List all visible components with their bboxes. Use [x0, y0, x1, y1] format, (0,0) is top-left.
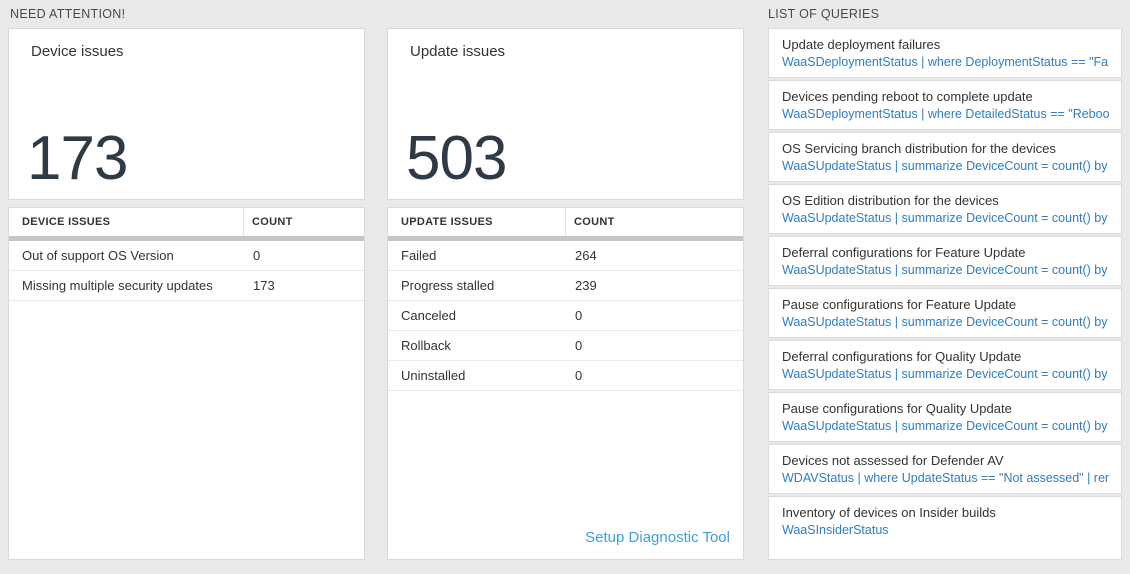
issue-label: Missing multiple security updates	[22, 278, 213, 293]
issue-count: 0	[253, 248, 261, 263]
issue-count: 0	[575, 338, 583, 353]
issue-label: Out of support OS Version	[22, 248, 174, 263]
update-issues-count: 503	[406, 124, 507, 194]
count-column-header: COUNT	[252, 216, 293, 228]
diagnostic-tool-link-row: Setup Diagnostic Tool	[585, 529, 730, 547]
issue-label: Uninstalled	[401, 368, 466, 383]
device-issues-table-header: DEVICE ISSUES COUNT	[9, 208, 364, 236]
update-issues-title: Update issues	[410, 43, 506, 60]
query-title: Devices pending reboot to complete updat…	[782, 89, 1033, 104]
query-title: OS Edition distribution for the devices	[782, 193, 999, 208]
query-list-item[interactable]: OS Servicing branch distribution for the…	[768, 132, 1122, 182]
query-title: Deferral configurations for Feature Upda…	[782, 245, 1026, 260]
query-text: WaaSUpdateStatus | summarize DeviceCount…	[782, 159, 1109, 173]
update-issues-tile[interactable]: Update issues 503	[387, 28, 744, 200]
query-list-item[interactable]: Pause configurations for Quality Update …	[768, 392, 1122, 442]
query-list: Update deployment failures WaaSDeploymen…	[768, 28, 1122, 560]
issue-count: 239	[575, 278, 597, 293]
query-title: Inventory of devices on Insider builds	[782, 505, 996, 520]
table-row[interactable]: Missing multiple security updates 173	[9, 271, 364, 301]
device-issues-column: Device issues 173 DEVICE ISSUES COUNT Ou…	[8, 28, 365, 560]
horizontal-scrollbar[interactable]	[388, 236, 743, 241]
query-text: WaaSInsiderStatus	[782, 523, 889, 537]
query-list-item[interactable]: Pause configurations for Feature Update …	[768, 288, 1122, 338]
query-text: WaaSUpdateStatus | summarize DeviceCount…	[782, 315, 1109, 329]
need-attention-header: NEED ATTENTION!	[10, 7, 126, 21]
update-issues-column-header: UPDATE ISSUES	[388, 208, 566, 236]
table-row[interactable]: Out of support OS Version 0	[9, 241, 364, 271]
issue-count: 0	[575, 368, 583, 383]
update-issues-table: UPDATE ISSUES COUNT Failed 264 Progress …	[387, 207, 744, 560]
issue-label: Canceled	[401, 308, 456, 323]
query-text: WaaSUpdateStatus | summarize DeviceCount…	[782, 367, 1109, 381]
issue-label: Progress stalled	[401, 278, 495, 293]
query-list-item[interactable]: Inventory of devices on Insider builds W…	[768, 496, 1122, 560]
query-title: OS Servicing branch distribution for the…	[782, 141, 1056, 156]
query-text: WaaSDeploymentStatus | where DetailedSta…	[782, 107, 1109, 121]
query-list-item[interactable]: Devices pending reboot to complete updat…	[768, 80, 1122, 130]
query-title: Pause configurations for Feature Update	[782, 297, 1017, 312]
table-row[interactable]: Canceled 0	[388, 301, 743, 331]
query-list-item[interactable]: Deferral configurations for Feature Upda…	[768, 236, 1122, 286]
issue-label: Rollback	[401, 338, 451, 353]
device-issues-count: 173	[27, 124, 128, 194]
query-title: Update deployment failures	[782, 37, 941, 52]
query-text: WaaSDeploymentStatus | where DeploymentS…	[782, 55, 1109, 69]
table-row[interactable]: Progress stalled 239	[388, 271, 743, 301]
query-list-item[interactable]: Update deployment failures WaaSDeploymen…	[768, 28, 1122, 78]
query-title: Deferral configurations for Quality Upda…	[782, 349, 1022, 364]
device-issues-rows: Out of support OS Version 0 Missing mult…	[9, 241, 364, 301]
setup-diagnostic-tool-link[interactable]: Setup Diagnostic Tool	[585, 529, 730, 546]
device-issues-title: Device issues	[31, 43, 124, 60]
table-row[interactable]: Failed 264	[388, 241, 743, 271]
device-issues-column-header: DEVICE ISSUES	[9, 208, 244, 236]
issue-label: Failed	[401, 248, 437, 263]
list-of-queries-header: LIST OF QUERIES	[768, 7, 880, 21]
query-list-item[interactable]: Devices not assessed for Defender AV WDA…	[768, 444, 1122, 494]
section-headers: NEED ATTENTION! LIST OF QUERIES	[8, 5, 1122, 28]
query-text: WDAVStatus | where UpdateStatus == "Not …	[782, 471, 1109, 485]
query-list-item[interactable]: Deferral configurations for Quality Upda…	[768, 340, 1122, 390]
table-row[interactable]: Uninstalled 0	[388, 361, 743, 391]
query-list-item[interactable]: OS Edition distribution for the devices …	[768, 184, 1122, 234]
update-issues-rows: Failed 264 Progress stalled 239 Canceled…	[388, 241, 743, 391]
device-issues-tile[interactable]: Device issues 173	[8, 28, 365, 200]
issue-count: 173	[253, 278, 275, 293]
count-column-header: COUNT	[574, 216, 615, 228]
query-text: WaaSUpdateStatus | summarize DeviceCount…	[782, 211, 1109, 225]
query-title: Pause configurations for Quality Update	[782, 401, 1012, 416]
update-issues-table-header: UPDATE ISSUES COUNT	[388, 208, 743, 236]
query-text: WaaSUpdateStatus | summarize DeviceCount…	[782, 263, 1109, 277]
horizontal-scrollbar[interactable]	[9, 236, 364, 241]
issue-count: 0	[575, 308, 583, 323]
device-issues-table: DEVICE ISSUES COUNT Out of support OS Ve…	[8, 207, 365, 560]
query-text: WaaSUpdateStatus | summarize DeviceCount…	[782, 419, 1109, 433]
issue-count: 264	[575, 248, 597, 263]
query-title: Devices not assessed for Defender AV	[782, 453, 1004, 468]
table-row[interactable]: Rollback 0	[388, 331, 743, 361]
update-issues-column: Update issues 503 UPDATE ISSUES COUNT Fa…	[387, 28, 744, 560]
